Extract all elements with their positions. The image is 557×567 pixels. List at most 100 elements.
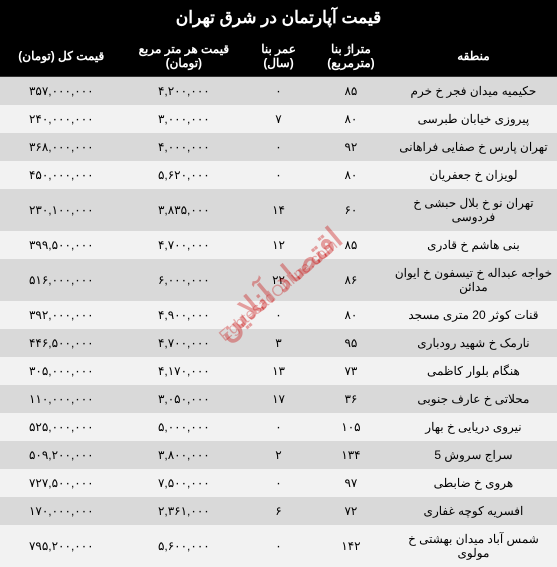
cell-age: ۳ [245,329,312,357]
cell-area: ۶۰ [312,189,390,231]
cell-age: ۱۷ [245,385,312,413]
cell-age: ۱۳ [245,357,312,385]
table-row: محلاتی خ عارف جنوبی۳۶۱۷۳,۰۵۰,۰۰۰۱۱۰,۰۰۰,… [0,385,557,413]
table-row: هنگام بلوار کاظمی۷۳۱۳۴,۱۷۰,۰۰۰۳۰۵,۰۰۰,۰۰… [0,357,557,385]
cell-region: محلاتی خ عارف جنوبی [390,385,557,413]
cell-age: ۰ [245,133,312,161]
cell-age: ۱۴ [245,189,312,231]
cell-area: ۱۴۲ [312,525,390,567]
table-row: قنات کوثر 20 متری مسجد۸۰۰۴,۹۰۰,۰۰۰۳۹۲,۰۰… [0,301,557,329]
header-row: منطقه متراژ بنا (مترمربع) عمر بنا (سال) … [0,36,557,77]
cell-age: ۲ [245,441,312,469]
cell-price-per-m: ۳,۰۰۰,۰۰۰ [123,105,246,133]
cell-price-per-m: ۲,۳۶۱,۰۰۰ [123,497,246,525]
cell-age: ۷ [245,105,312,133]
cell-area: ۹۲ [312,133,390,161]
table-row: شمس آباد میدان بهشتی خ مولوی۱۴۲۰۵,۶۰۰,۰۰… [0,525,557,567]
col-header-area: متراژ بنا (مترمربع) [312,36,390,77]
cell-region: هنگام بلوار کاظمی [390,357,557,385]
cell-price-total: ۱۱۰,۰۰۰,۰۰۰ [0,385,123,413]
col-header-price-total: قیمت کل (تومان) [0,36,123,77]
table-row: خواجه عبداله خ تیسفون خ ایوان مدائن۸۶۲۲۶… [0,259,557,301]
cell-region: افسریه کوچه غفاری [390,497,557,525]
table-row: نارمک خ شهید رودباری۹۵۳۴,۷۰۰,۰۰۰۴۴۶,۵۰۰,… [0,329,557,357]
cell-age: ۰ [245,77,312,106]
cell-area: ۸۰ [312,301,390,329]
cell-region: نارمک خ شهید رودباری [390,329,557,357]
col-header-age: عمر بنا (سال) [245,36,312,77]
cell-price-per-m: ۴,۷۰۰,۰۰۰ [123,231,246,259]
table-row: تهران نو خ بلال حبشی خ فردوسی۶۰۱۴۳,۸۳۵,۰… [0,189,557,231]
cell-age: ۰ [245,413,312,441]
cell-price-per-m: ۷,۵۰۰,۰۰۰ [123,469,246,497]
cell-region: تهران نو خ بلال حبشی خ فردوسی [390,189,557,231]
cell-region: هروی خ ضابطی [390,469,557,497]
col-header-region: منطقه [390,36,557,77]
cell-area: ۸۰ [312,161,390,189]
cell-age: ۶ [245,497,312,525]
cell-region: خواجه عبداله خ تیسفون خ ایوان مدائن [390,259,557,301]
cell-price-per-m: ۵,۰۰۰,۰۰۰ [123,413,246,441]
cell-area: ۸۰ [312,105,390,133]
cell-region: حکیمیه میدان فجر خ خرم [390,77,557,106]
table-row: نیروی دریایی خ بهار۱۰۵۰۵,۰۰۰,۰۰۰۵۲۵,۰۰۰,… [0,413,557,441]
table-body: حکیمیه میدان فجر خ خرم۸۵۰۴,۲۰۰,۰۰۰۳۵۷,۰۰… [0,77,557,567]
cell-price-total: ۵۲۵,۰۰۰,۰۰۰ [0,413,123,441]
table-row: افسریه کوچه غفاری۷۲۶۲,۳۶۱,۰۰۰۱۷۰,۰۰۰,۰۰۰ [0,497,557,525]
table-row: هروی خ ضابطی۹۷۰۷,۵۰۰,۰۰۰۷۲۷,۵۰۰,۰۰۰ [0,469,557,497]
cell-price-per-m: ۶,۰۰۰,۰۰۰ [123,259,246,301]
cell-price-total: ۵۱۶,۰۰۰,۰۰۰ [0,259,123,301]
cell-region: نیروی دریایی خ بهار [390,413,557,441]
cell-area: ۸۶ [312,259,390,301]
table-row: تهران پارس خ صفایی فراهانی۹۲۰۴,۰۰۰,۰۰۰۳۶… [0,133,557,161]
cell-price-total: ۴۵۰,۰۰۰,۰۰۰ [0,161,123,189]
cell-age: ۰ [245,161,312,189]
price-table: منطقه متراژ بنا (مترمربع) عمر بنا (سال) … [0,36,557,567]
cell-price-total: ۳۰۵,۰۰۰,۰۰۰ [0,357,123,385]
cell-price-total: ۵۰۹,۲۰۰,۰۰۰ [0,441,123,469]
cell-region: شمس آباد میدان بهشتی خ مولوی [390,525,557,567]
table-row: پیروزی خیابان طبرسی۸۰۷۳,۰۰۰,۰۰۰۲۴۰,۰۰۰,۰… [0,105,557,133]
col-header-price-per-m: قیمت هر متر مربع (تومان) [123,36,246,77]
cell-region: لویزان خ جعفریان [390,161,557,189]
cell-area: ۷۳ [312,357,390,385]
cell-price-per-m: ۴,۰۰۰,۰۰۰ [123,133,246,161]
cell-age: ۰ [245,525,312,567]
cell-price-total: ۲۴۰,۰۰۰,۰۰۰ [0,105,123,133]
table-title: قیمت آپارتمان در شرق تهران [0,0,557,36]
cell-price-total: ۳۵۷,۰۰۰,۰۰۰ [0,77,123,106]
cell-region: قنات کوثر 20 متری مسجد [390,301,557,329]
cell-price-total: ۴۴۶,۵۰۰,۰۰۰ [0,329,123,357]
cell-region: پیروزی خیابان طبرسی [390,105,557,133]
cell-area: ۱۳۴ [312,441,390,469]
cell-price-total: ۳۹۹,۵۰۰,۰۰۰ [0,231,123,259]
price-table-container: قیمت آپارتمان در شرق تهران منطقه متراژ ب… [0,0,557,567]
cell-area: ۹۵ [312,329,390,357]
table-row: حکیمیه میدان فجر خ خرم۸۵۰۴,۲۰۰,۰۰۰۳۵۷,۰۰… [0,77,557,106]
cell-area: ۸۵ [312,231,390,259]
cell-price-total: ۲۳۰,۱۰۰,۰۰۰ [0,189,123,231]
cell-region: سراج سروش 5 [390,441,557,469]
cell-price-per-m: ۴,۲۰۰,۰۰۰ [123,77,246,106]
cell-region: بنی هاشم خ قادری [390,231,557,259]
cell-price-per-m: ۴,۹۰۰,۰۰۰ [123,301,246,329]
cell-price-per-m: ۴,۷۰۰,۰۰۰ [123,329,246,357]
table-row: بنی هاشم خ قادری۸۵۱۲۴,۷۰۰,۰۰۰۳۹۹,۵۰۰,۰۰۰ [0,231,557,259]
cell-area: ۸۵ [312,77,390,106]
cell-age: ۲۲ [245,259,312,301]
table-row: لویزان خ جعفریان۸۰۰۵,۶۲۰,۰۰۰۴۵۰,۰۰۰,۰۰۰ [0,161,557,189]
cell-age: ۱۲ [245,231,312,259]
cell-price-total: ۳۹۲,۰۰۰,۰۰۰ [0,301,123,329]
cell-price-per-m: ۳,۰۵۰,۰۰۰ [123,385,246,413]
cell-price-total: ۷۲۷,۵۰۰,۰۰۰ [0,469,123,497]
cell-region: تهران پارس خ صفایی فراهانی [390,133,557,161]
cell-price-per-m: ۴,۱۷۰,۰۰۰ [123,357,246,385]
cell-price-total: ۱۷۰,۰۰۰,۰۰۰ [0,497,123,525]
cell-price-per-m: ۵,۶۲۰,۰۰۰ [123,161,246,189]
cell-price-per-m: ۳,۸۰۰,۰۰۰ [123,441,246,469]
cell-price-per-m: ۳,۸۳۵,۰۰۰ [123,189,246,231]
cell-price-total: ۷۹۵,۲۰۰,۰۰۰ [0,525,123,567]
cell-age: ۰ [245,301,312,329]
cell-area: ۹۷ [312,469,390,497]
cell-area: ۱۰۵ [312,413,390,441]
